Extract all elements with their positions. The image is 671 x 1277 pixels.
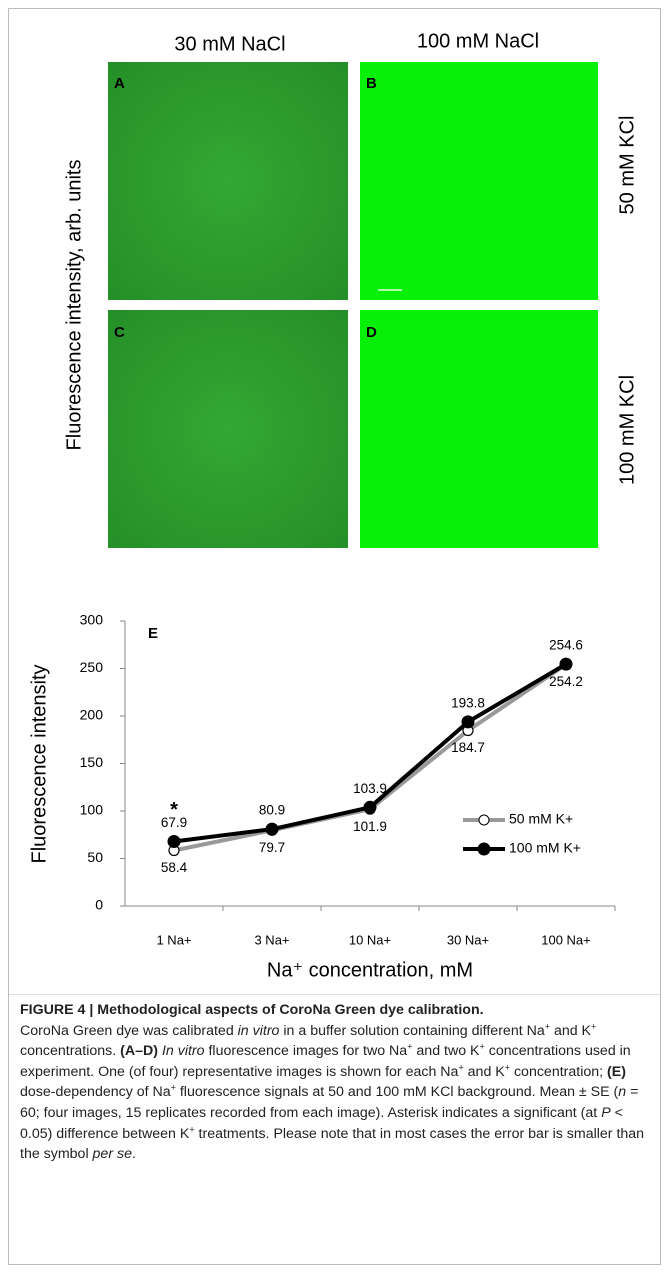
caption-text: CoroNa Green dye was calibrated bbox=[20, 1023, 238, 1039]
caption-text: P bbox=[601, 1105, 610, 1121]
data-point bbox=[462, 716, 474, 728]
caption-text: in a buffer solution containing differen… bbox=[279, 1023, 544, 1039]
x-tick-label: 100 Na+ bbox=[541, 932, 591, 947]
y-label: Fluorescence intensity, arb. units bbox=[63, 160, 85, 451]
panel-label: E bbox=[148, 625, 158, 642]
caption-text: concentration; bbox=[510, 1064, 607, 1080]
panel-label: B bbox=[366, 75, 377, 92]
series-line bbox=[174, 664, 566, 841]
data-label: 254.6 bbox=[549, 638, 583, 653]
caption: FIGURE 4 | Methodological aspects of Cor… bbox=[20, 1000, 652, 1165]
caption-text: concentrations. bbox=[20, 1043, 120, 1059]
y-axis-label: Fluorescence intensity bbox=[28, 665, 50, 864]
y-tick-label: 150 bbox=[80, 754, 104, 770]
data-label: 254.2 bbox=[549, 674, 583, 689]
figure: 30 mM NaCl 100 mM NaCl Fluorescence inte… bbox=[0, 0, 671, 995]
panel-label: C bbox=[114, 324, 125, 341]
legend-label: 100 mM K+ bbox=[509, 840, 581, 856]
data-label: 101.9 bbox=[353, 819, 387, 834]
caption-text: In vitro bbox=[162, 1043, 205, 1059]
panel-label: A bbox=[114, 75, 125, 92]
legend-label: 50 mM K+ bbox=[509, 811, 573, 827]
caption-text: (E) bbox=[607, 1064, 626, 1080]
caption-text: in vitro bbox=[238, 1023, 280, 1039]
caption-title: FIGURE 4 | Methodological aspects of Cor… bbox=[20, 1002, 484, 1018]
chart: E Fluorescence intensity Na⁺ concentrati… bbox=[28, 612, 615, 982]
y-tick-label: 0 bbox=[95, 897, 103, 913]
caption-text: n bbox=[618, 1084, 626, 1100]
row-label: 100 mM KCl bbox=[616, 375, 638, 485]
image-panel bbox=[108, 310, 348, 548]
image-panel bbox=[360, 310, 598, 548]
caption-text: and two K bbox=[412, 1043, 479, 1059]
y-tick-label: 300 bbox=[80, 612, 104, 628]
legend-marker bbox=[478, 843, 490, 855]
y-tick-label: 200 bbox=[80, 707, 104, 723]
data-point bbox=[560, 658, 572, 670]
annotation: * bbox=[170, 799, 178, 821]
col-label: 30 mM NaCl bbox=[174, 33, 285, 55]
col-label: 100 mM NaCl bbox=[417, 30, 539, 52]
panel-label: D bbox=[366, 324, 377, 341]
page: 30 mM NaCl 100 mM NaCl Fluorescence inte… bbox=[0, 0, 671, 1277]
y-tick-label: 250 bbox=[80, 659, 104, 675]
data-point bbox=[266, 823, 278, 835]
legend-marker bbox=[479, 815, 489, 825]
caption-text: fluorescence signals at 50 and 100 mM KC… bbox=[176, 1084, 618, 1100]
data-point bbox=[168, 835, 180, 847]
caption-text: . bbox=[132, 1146, 136, 1162]
image-panel bbox=[108, 62, 348, 300]
x-tick-label: 10 Na+ bbox=[349, 932, 391, 947]
caption-text: fluorescence images for two Na bbox=[205, 1043, 408, 1059]
data-label: 184.7 bbox=[451, 740, 485, 755]
x-axis-label: Na⁺ concentration, mM bbox=[267, 959, 473, 981]
y-tick-label: 100 bbox=[80, 802, 104, 818]
caption-text: and K bbox=[464, 1064, 505, 1080]
data-point bbox=[364, 801, 376, 813]
data-label: 58.4 bbox=[161, 860, 188, 875]
caption-text: dose-dependency of Na bbox=[20, 1084, 171, 1100]
data-label: 193.8 bbox=[451, 695, 485, 710]
x-tick-label: 1 Na+ bbox=[156, 932, 191, 947]
caption-text: (A–D) bbox=[120, 1043, 162, 1059]
y-tick-label: 50 bbox=[87, 849, 103, 865]
row-label: 50 mM KCl bbox=[616, 116, 638, 215]
image-panel bbox=[360, 62, 598, 300]
caption-text: and K bbox=[550, 1023, 591, 1039]
data-label: 103.9 bbox=[353, 781, 387, 796]
caption-text: + bbox=[591, 1021, 596, 1031]
x-tick-label: 30 Na+ bbox=[447, 932, 489, 947]
caption-text: per se bbox=[93, 1146, 132, 1162]
data-label: 80.9 bbox=[259, 803, 285, 818]
data-label: 79.7 bbox=[259, 840, 285, 855]
x-tick-label: 3 Na+ bbox=[254, 932, 289, 947]
